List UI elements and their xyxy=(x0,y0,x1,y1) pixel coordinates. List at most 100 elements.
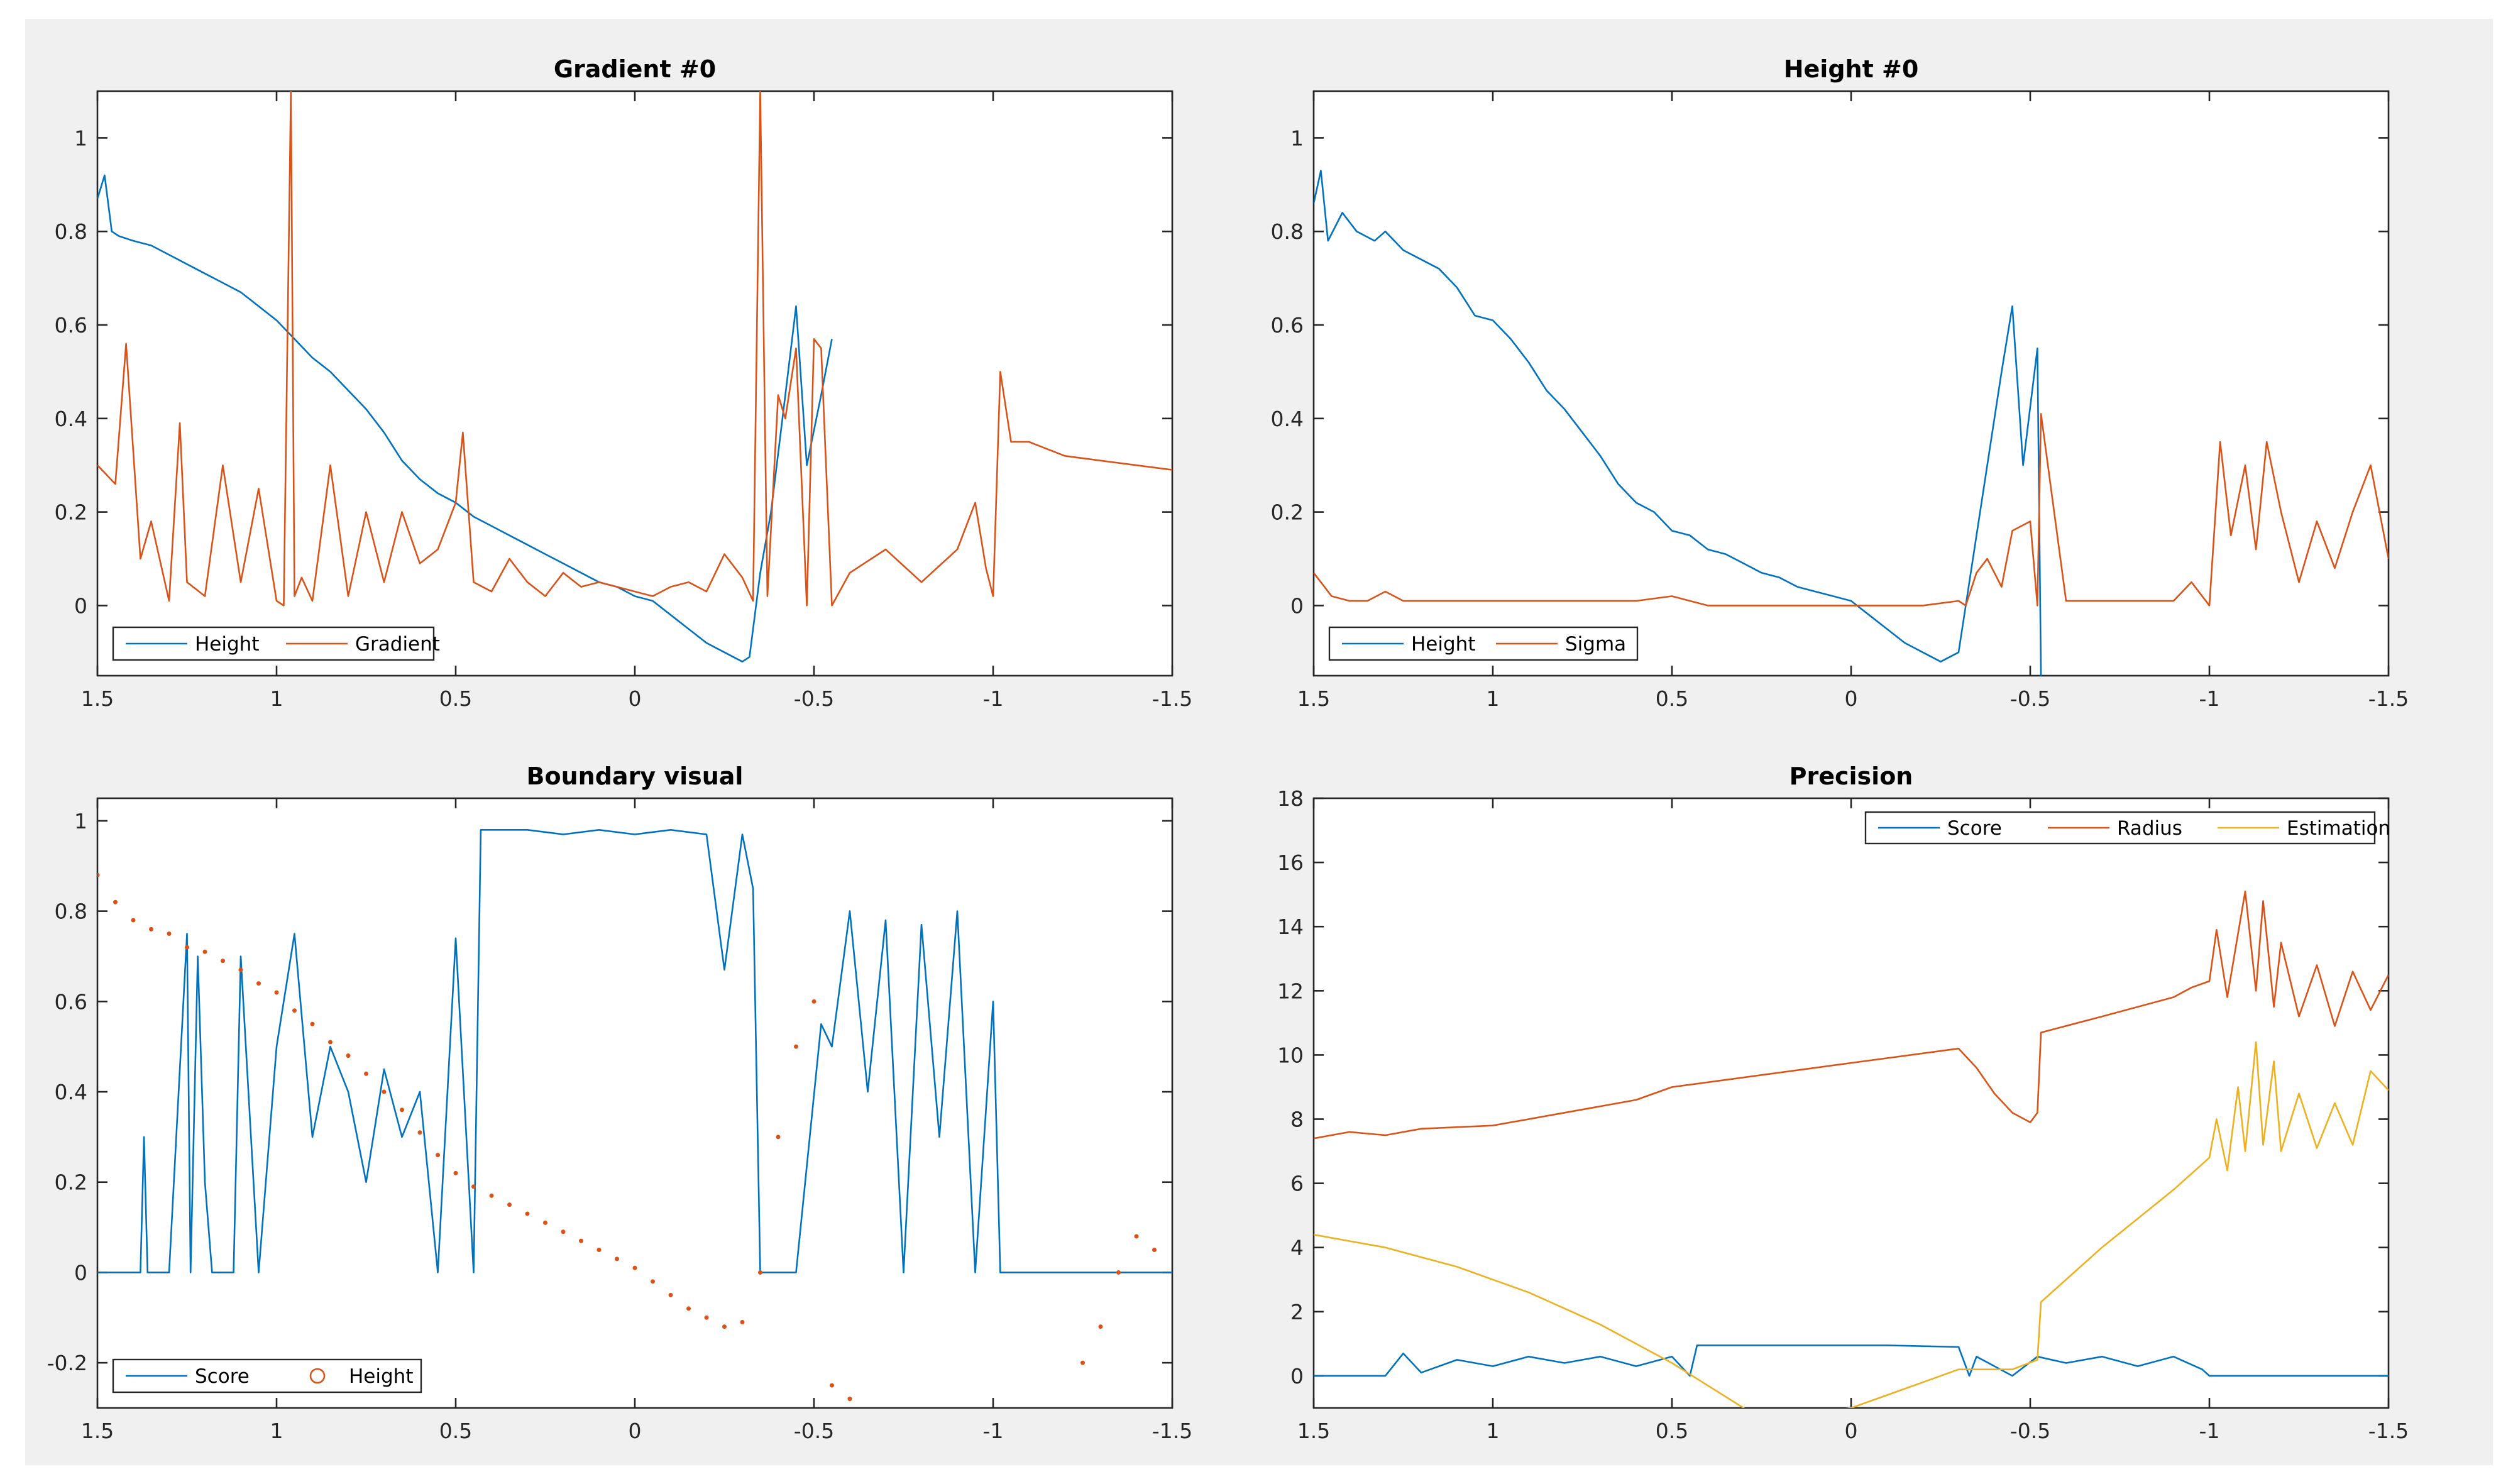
y-tick-label: 0.6 xyxy=(55,313,87,338)
y-tick-label: 0.8 xyxy=(1271,219,1304,244)
plot-area xyxy=(97,829,1172,1402)
chart-title: Height #0 xyxy=(1784,55,1919,83)
legend[interactable]: Score Radius Estimation xyxy=(1864,811,2390,845)
subplot-4: Precision 1.5 1 0.5 0 -0.5 -1 -1.5 0 2 4 6 8 10 12 14 16… xyxy=(1277,762,2409,1443)
series-height-line xyxy=(1314,170,2042,676)
data-point xyxy=(131,918,136,923)
chart-title: Boundary visual xyxy=(527,762,744,790)
y-tick-label: 1 xyxy=(74,126,87,150)
x-tick-label: 1 xyxy=(1487,686,1500,711)
x-tick-label: -1 xyxy=(983,1419,1004,1443)
legend-label-sigma: Sigma xyxy=(1565,633,1626,656)
data-point xyxy=(453,1170,458,1175)
y-tick-label: 16 xyxy=(1277,850,1304,875)
data-point xyxy=(202,949,207,954)
y-tick-label: 1 xyxy=(1290,126,1304,150)
data-point xyxy=(597,1248,602,1253)
data-point xyxy=(149,926,153,932)
subplot-1: Gradient #0 1.5 1 0.5 0 -0.5 -1 -1.5 0 0.2 0.4 0.6 0… xyxy=(55,55,1193,711)
data-point xyxy=(274,990,279,995)
series-sigma-line xyxy=(1314,413,2389,607)
data-point xyxy=(221,959,225,964)
y-tick-label: 0 xyxy=(1290,1364,1304,1388)
subplot-2: Height #0 1.5 1 0.5 0 -0.5 -1 -1.5 0 0.2 0.4 0.6 0.8… xyxy=(1271,55,2409,711)
series-score-line xyxy=(1314,1344,2389,1377)
series-height-line xyxy=(97,174,833,662)
x-tick-label: -1.5 xyxy=(2368,686,2409,711)
x-tick-label: 0.5 xyxy=(439,1419,472,1443)
legend[interactable]: Height Gradient xyxy=(112,626,440,661)
data-point xyxy=(579,1238,583,1243)
x-tick-label: 1.5 xyxy=(1297,686,1330,711)
legend-label-height: Height xyxy=(349,1365,413,1388)
data-point xyxy=(543,1220,547,1225)
y-tick-label: 8 xyxy=(1290,1108,1304,1132)
legend-label-height: Height xyxy=(1411,633,1475,656)
data-point xyxy=(382,1089,387,1094)
data-point xyxy=(615,1256,619,1261)
data-point xyxy=(1098,1324,1103,1329)
data-point xyxy=(776,1135,781,1140)
x-tick-label: 1 xyxy=(270,1419,283,1443)
y-tick-label: 0.6 xyxy=(55,989,87,1014)
data-point xyxy=(489,1193,494,1198)
data-point xyxy=(704,1315,709,1320)
x-tick-label: -1.5 xyxy=(2368,1419,2409,1443)
x-tick-label: -1 xyxy=(2199,1419,2220,1443)
y-tick-label: 0.4 xyxy=(1271,407,1304,431)
x-tick-label: -1 xyxy=(2199,686,2220,711)
legend-marker-icon xyxy=(309,1368,326,1384)
axes-area[interactable] xyxy=(96,797,1174,1409)
figure-window: Gradient #0 1.5 1 0.5 0 -0.5 -1 -1.5 0 0.2 0.4 0.6 0… xyxy=(25,19,2493,1465)
x-tick-label: -1.5 xyxy=(1152,686,1192,711)
y-tick-label: 14 xyxy=(1277,915,1304,939)
y-tick-label: 12 xyxy=(1277,979,1304,1003)
chart-title: Precision xyxy=(1790,762,1913,790)
data-point xyxy=(471,1184,476,1189)
data-point xyxy=(632,1265,637,1270)
legend-label-height: Height xyxy=(195,633,259,656)
data-point xyxy=(830,1383,834,1388)
data-point xyxy=(167,932,172,937)
data-point xyxy=(668,1292,673,1297)
data-point xyxy=(1116,1270,1121,1275)
legend[interactable]: Score Height xyxy=(112,1358,422,1393)
x-tick-label: 0.5 xyxy=(439,686,472,711)
y-tick-label: 6 xyxy=(1290,1172,1304,1196)
x-tick-label: 1.5 xyxy=(81,1419,114,1443)
x-tick-label: 0 xyxy=(629,686,642,711)
series-radius-line xyxy=(1314,890,2389,1140)
y-tick-label: 0.2 xyxy=(55,1170,87,1195)
y-tick-label: 18 xyxy=(1277,786,1304,811)
y-tick-label: -0.2 xyxy=(47,1351,87,1375)
y-tick-label: 0.8 xyxy=(55,899,87,924)
legend-label-estimation: Estimation xyxy=(2287,817,2390,840)
legend-box xyxy=(1864,811,2376,845)
x-tick-label: -0.5 xyxy=(2010,686,2050,711)
x-tick-label: 0 xyxy=(629,1419,642,1443)
plot-area xyxy=(1314,170,2389,676)
data-point xyxy=(811,999,816,1004)
series-gradient-line xyxy=(97,91,1172,607)
chart-title: Gradient #0 xyxy=(554,55,716,83)
data-point xyxy=(97,872,100,877)
x-tick-label: 0 xyxy=(1845,1419,1858,1443)
data-point xyxy=(256,981,261,986)
legend[interactable]: Height Sigma xyxy=(1328,626,1639,661)
x-tick-label: -0.5 xyxy=(794,1419,834,1443)
x-tick-label: 1.5 xyxy=(1297,1419,1330,1443)
x-tick-label: 1 xyxy=(1487,1419,1500,1443)
axes-area[interactable] xyxy=(1312,90,2390,677)
figure-canvas: Gradient #0 1.5 1 0.5 0 -0.5 -1 -1.5 0 0.2 0.4 0.6 0… xyxy=(47,55,2409,1443)
data-point xyxy=(185,945,189,950)
data-point xyxy=(847,1397,852,1402)
axes-area[interactable] xyxy=(96,90,1174,677)
data-point xyxy=(651,1279,655,1284)
y-tick-label: 0.2 xyxy=(55,500,87,525)
data-point xyxy=(758,1270,762,1275)
data-point xyxy=(400,1108,404,1113)
y-tick-label: 0 xyxy=(74,1260,87,1285)
data-point xyxy=(238,967,243,972)
axes-area[interactable] xyxy=(1312,797,2390,1409)
legend-label-score: Score xyxy=(195,1365,250,1388)
